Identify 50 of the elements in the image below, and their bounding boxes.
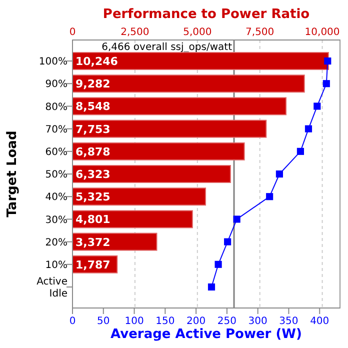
y-tick-label: 100% — [38, 56, 68, 68]
x2-tick-label: 7,500 — [246, 27, 274, 38]
x-tick-label: 300 — [248, 316, 268, 328]
x-tick-label: 250 — [217, 316, 236, 328]
data-label: 1,787 — [76, 258, 110, 272]
y-tick-label: 50% — [45, 170, 68, 181]
point — [208, 283, 216, 291]
x2-tick-label: 10,000 — [304, 27, 340, 38]
x-tick-label: 350 — [279, 316, 298, 328]
chart-title: Performance to Power Ratio — [102, 7, 310, 22]
point — [322, 80, 330, 88]
point — [324, 57, 332, 65]
data-label: 6,878 — [76, 145, 110, 158]
y-tick-label: 90% — [45, 79, 68, 90]
y-tick-label: 20% — [45, 237, 68, 248]
point — [233, 216, 240, 223]
data-label: 6,323 — [76, 168, 110, 181]
x-tick-label: 150 — [156, 316, 175, 328]
x-tick-label: 400 — [310, 316, 330, 328]
y-tick-label: 30% — [45, 214, 68, 226]
data-label: 5,325 — [76, 190, 110, 204]
x-tick-label: 100 — [124, 316, 144, 328]
point — [266, 193, 274, 200]
y-tick-label: 60% — [45, 147, 68, 158]
data-label: 9,282 — [76, 78, 110, 91]
x-tick-label: 50 — [97, 316, 110, 328]
x-tick-label: 200 — [186, 316, 206, 328]
point — [304, 125, 312, 132]
point — [276, 170, 283, 178]
data-label: 10,246 — [76, 54, 118, 68]
data-label: 8,548 — [76, 100, 110, 114]
x-axis-title: Average Active Power (W) — [110, 327, 302, 342]
data-label: 4,801 — [76, 213, 110, 226]
point — [296, 148, 304, 155]
x2-tick-label: 2,500 — [120, 27, 150, 38]
y-tick-label: 70% — [45, 124, 68, 136]
data-label: 7,753 — [76, 122, 110, 136]
y-tick-label: 10% — [45, 260, 68, 271]
y-tick-label: 40% — [45, 192, 68, 204]
x2-tick-label: 5,000 — [183, 27, 212, 38]
y-axis-title: Target Load — [5, 130, 20, 218]
point — [314, 102, 321, 110]
data-label: 3,372 — [76, 236, 110, 249]
y-tick-label: Active Idle — [36, 276, 68, 300]
point — [214, 260, 222, 268]
x2-tick-label: 0 — [69, 27, 76, 38]
point — [224, 238, 232, 246]
x-tick-label: 0 — [69, 316, 76, 328]
ref-line-label: 6,466 overall ssj_ops/watt — [102, 42, 232, 53]
y-tick-label: 80% — [45, 102, 68, 113]
